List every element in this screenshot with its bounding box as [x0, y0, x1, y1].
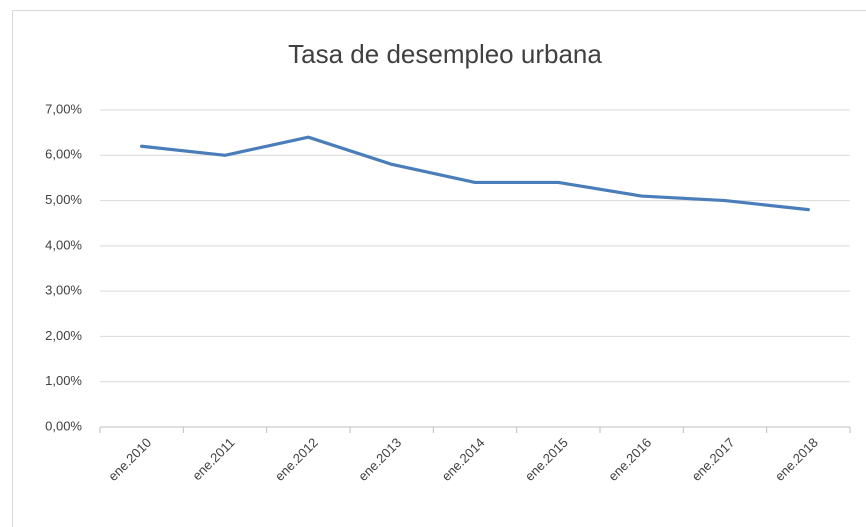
y-tick-label: 3,00% [45, 283, 82, 298]
line-series [140, 135, 810, 212]
chart-frame [12, 10, 866, 527]
y-tick-label: 6,00% [45, 147, 82, 162]
y-tick-label: 1,00% [45, 373, 82, 388]
y-tick-label: 5,00% [45, 192, 82, 207]
y-tick-label: 4,00% [45, 237, 82, 252]
y-tick-label: 7,00% [45, 101, 82, 116]
y-tick-label: 0,00% [45, 418, 82, 433]
chart-title: Tasa de desempleo urbana [288, 39, 602, 69]
y-tick-label: 2,00% [45, 328, 82, 343]
